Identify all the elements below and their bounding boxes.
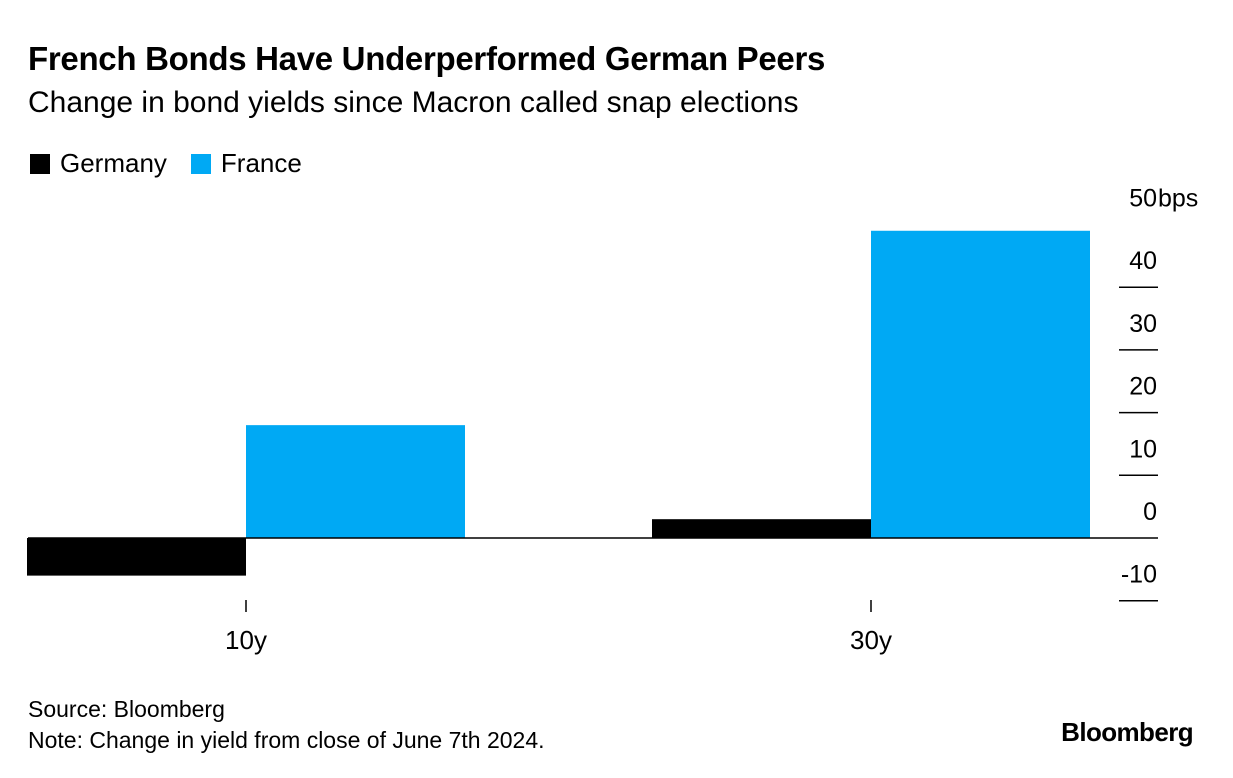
legend-label-france: France — [220, 148, 302, 178]
bar-france-10y — [246, 425, 465, 538]
y-tick-label-40: 40 — [1129, 247, 1157, 275]
legend-swatch-france — [190, 153, 211, 174]
y-tick-label-10: 10 — [1129, 435, 1157, 463]
legend-label-germany: Germany — [60, 148, 167, 178]
legend-item-france: France — [190, 148, 302, 179]
x-tick-label-30y: 30y — [850, 625, 892, 655]
y-unit-label: bps — [1158, 185, 1198, 213]
y-tick-label-0: 0 — [1143, 498, 1157, 526]
y-tick-label-50: 50 — [1129, 185, 1157, 213]
note-text: Note: Change in yield from close of June… — [28, 727, 545, 753]
y-tick-label-30: 30 — [1129, 310, 1157, 338]
y-tick-label-20: 20 — [1129, 373, 1157, 401]
chart-title: French Bonds Have Underperformed German … — [28, 40, 826, 77]
bar-chart: -10 0 10 20 30 40 50 bps 10y 30y — [27, 185, 1198, 655]
source-text: Source: Bloomberg — [28, 696, 225, 722]
legend-swatch-germany — [30, 153, 50, 174]
chart-legend: Germany France — [30, 148, 326, 179]
chart-subtitle: Change in bond yields since Macron calle… — [28, 86, 799, 119]
legend-item-germany: Germany — [30, 148, 167, 179]
bar-france-30y — [871, 230, 1090, 538]
bar-germany-10y — [27, 538, 246, 576]
y-tick-label--10: -10 — [1121, 561, 1157, 589]
bar-germany-30y — [652, 519, 871, 538]
bloomberg-logo: Bloomberg — [1061, 717, 1193, 747]
x-tick-label-10y: 10y — [225, 625, 267, 655]
